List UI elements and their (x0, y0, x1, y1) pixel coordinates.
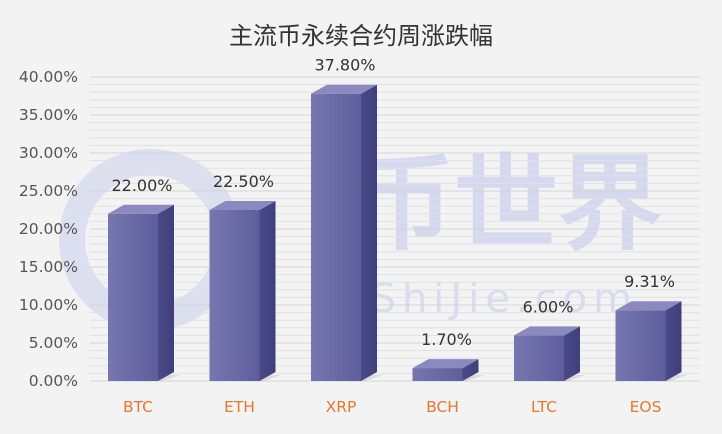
watermark-text: 币世界 (350, 143, 662, 265)
y-tick-label: 0.00% (29, 372, 78, 390)
bar-side (564, 326, 580, 381)
bar-front (615, 310, 666, 381)
bar-side (665, 301, 682, 381)
data-label: 22.00% (111, 176, 172, 195)
bar-top (209, 201, 276, 210)
x-tick-label: EOS (630, 398, 662, 416)
bar-front (209, 210, 260, 381)
bar-front (311, 93, 361, 381)
bar-front (514, 335, 564, 381)
bar-top (311, 84, 377, 94)
y-tick-label: 35.00% (19, 106, 78, 124)
y-tick-label: 20.00% (19, 220, 78, 238)
y-tick-label: 5.00% (29, 334, 78, 352)
data-label: 9.31% (624, 272, 675, 291)
bar-side (462, 359, 479, 381)
bars (108, 84, 688, 381)
bar-top (514, 326, 580, 336)
y-tick-label: 15.00% (19, 258, 78, 276)
y-tick-label: 40.00% (19, 68, 78, 86)
x-tick-label: BCH (426, 398, 459, 416)
x-tick-label: LTC (531, 398, 557, 416)
bar-front (108, 213, 158, 381)
bar-top (412, 359, 479, 369)
y-tick-label: 30.00% (19, 144, 78, 162)
gridlines (90, 76, 700, 382)
bar-top (615, 301, 682, 311)
data-label: 1.70% (421, 330, 472, 349)
bar-side (158, 204, 174, 381)
bar-xrp (311, 84, 383, 381)
bar-btc (108, 204, 180, 381)
bar-eth (209, 201, 282, 381)
y-tick-label: 10.00% (19, 296, 78, 314)
bar-ltc (514, 326, 586, 381)
data-label: 6.00% (523, 297, 574, 316)
y-axis: 0.00% 5.00% 10.00% 15.00% 20.00% 25.00% 30.00%… (19, 68, 78, 390)
bar-bch (412, 359, 485, 381)
y-tick-label: 25.00% (19, 182, 78, 200)
data-labels: 22.00% 22.50% 37.80% 1.70% 6.00% 9.31% (111, 56, 674, 349)
bar-side (259, 201, 276, 381)
data-label: 37.80% (314, 56, 375, 75)
x-tick-label: XRP (326, 398, 357, 416)
data-label: 22.50% (213, 172, 274, 191)
bar-front (412, 368, 463, 381)
bar-side (361, 84, 377, 381)
bar-eos (615, 301, 688, 381)
chart-title: 主流币永续合约周涨跌幅 (229, 22, 493, 50)
x-axis: BTC ETH XRP BCH LTC EOS (123, 398, 661, 416)
bar-top (108, 204, 174, 214)
x-tick-label: ETH (224, 398, 255, 416)
x-tick-label: BTC (123, 398, 153, 416)
